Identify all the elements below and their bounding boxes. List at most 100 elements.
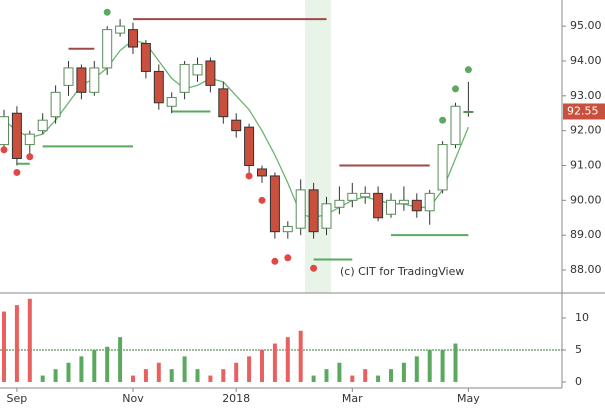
candle-body — [398, 199, 409, 205]
indicator-bar — [143, 369, 148, 382]
signal-dot — [258, 196, 266, 204]
candle-body — [321, 203, 332, 229]
signal-dot — [13, 168, 21, 176]
candle-body — [386, 199, 396, 215]
indicator-bar — [324, 369, 329, 382]
y-tick-label: 95.00 — [570, 19, 602, 32]
indicator-bar — [376, 375, 381, 382]
indicator-bar — [311, 375, 316, 382]
candle-body — [269, 175, 280, 233]
candle-body — [179, 63, 190, 93]
candle-body — [360, 192, 371, 198]
indicator-bar — [131, 375, 135, 382]
candle-body — [115, 25, 126, 34]
indicator-bar — [156, 362, 161, 382]
indicator-bar — [14, 305, 19, 382]
candle-body — [308, 189, 319, 233]
candle-body — [24, 133, 35, 146]
indicator-bar — [298, 330, 303, 382]
candle-body — [424, 192, 435, 212]
candle-body — [63, 67, 74, 86]
candle-body — [166, 97, 177, 107]
indicator-bar — [453, 343, 458, 382]
y-tick-label: 90.00 — [570, 193, 602, 206]
candle-body — [347, 192, 358, 201]
candle-body — [450, 105, 461, 146]
indicator-bar — [427, 349, 432, 382]
price-tag — [563, 103, 605, 120]
indicator-bar — [337, 362, 342, 382]
price-tag-label: 92.55 — [567, 104, 599, 117]
x-tick-label: Mar — [342, 392, 363, 405]
indicator-bar — [414, 356, 419, 382]
candle-body — [282, 225, 293, 233]
indicator-bar — [350, 375, 355, 382]
candle-body — [89, 67, 100, 93]
indicator-bar — [195, 369, 200, 382]
y-tick-label: 10 — [575, 311, 589, 324]
candle-body — [128, 29, 138, 48]
indicator-bar — [401, 362, 406, 382]
indicator-bar — [234, 362, 239, 382]
indicator-bar — [66, 362, 71, 382]
candle-body — [257, 168, 267, 177]
signal-dot — [452, 85, 459, 93]
y-tick-label: 91.00 — [570, 158, 602, 171]
indicator-bar — [105, 346, 110, 382]
indicator-bar — [363, 369, 368, 382]
candle-body — [437, 144, 448, 191]
indicator-bar — [53, 369, 58, 382]
y-tick-label: 94.00 — [570, 54, 602, 67]
indicator-bar — [40, 375, 45, 382]
indicator-bar — [221, 369, 226, 382]
candle-body — [76, 67, 87, 93]
y-tick-label: 5 — [575, 343, 582, 356]
candle-body — [102, 29, 113, 69]
indicator-bar — [118, 337, 123, 382]
y-tick-label: 92.00 — [570, 124, 602, 137]
indicator-bar — [247, 356, 252, 382]
candle-body — [37, 119, 48, 132]
indicator-bar — [440, 349, 445, 382]
highlight-band — [305, 0, 331, 293]
y-tick-label: 89.00 — [570, 228, 602, 241]
indicator-bar — [79, 356, 84, 382]
signal-dot — [271, 257, 279, 265]
signal-dot — [26, 153, 34, 161]
signal-dot — [284, 254, 292, 262]
candle-body — [334, 199, 345, 208]
indicator-bar — [389, 369, 393, 382]
candle-body — [244, 126, 255, 166]
candle-body — [50, 91, 61, 118]
x-tick-label: May — [457, 392, 480, 405]
candle-body — [231, 119, 242, 132]
indicator-bar — [208, 375, 213, 382]
candle-body — [153, 70, 164, 104]
candle-body — [463, 110, 474, 113]
indicator-bar — [182, 356, 187, 382]
candle-body — [11, 112, 22, 160]
watermark: (c) CIT for TradingView — [340, 265, 464, 278]
indicator-bar — [272, 343, 277, 382]
y-tick-label: 0 — [575, 375, 582, 388]
candle-body — [295, 189, 306, 229]
signal-dot — [0, 146, 8, 154]
indicator-bar — [2, 311, 6, 382]
y-tick-label: 93.00 — [570, 89, 602, 102]
indicator-bar — [92, 349, 97, 382]
signal-dot — [103, 8, 111, 16]
y-tick-label: 88.00 — [570, 263, 602, 276]
x-tick-label: Sep — [7, 392, 28, 405]
signal-dot — [245, 172, 253, 180]
indicator-bar — [169, 369, 174, 382]
candle-body — [192, 63, 203, 76]
indicator-bar — [285, 337, 290, 382]
candle-body — [218, 88, 229, 118]
signal-dot — [464, 66, 472, 74]
x-tick-label: Nov — [122, 392, 144, 405]
candle-body — [373, 192, 384, 219]
candle-body — [0, 116, 9, 146]
candle-body — [205, 60, 216, 86]
indicator-bar — [27, 298, 32, 382]
